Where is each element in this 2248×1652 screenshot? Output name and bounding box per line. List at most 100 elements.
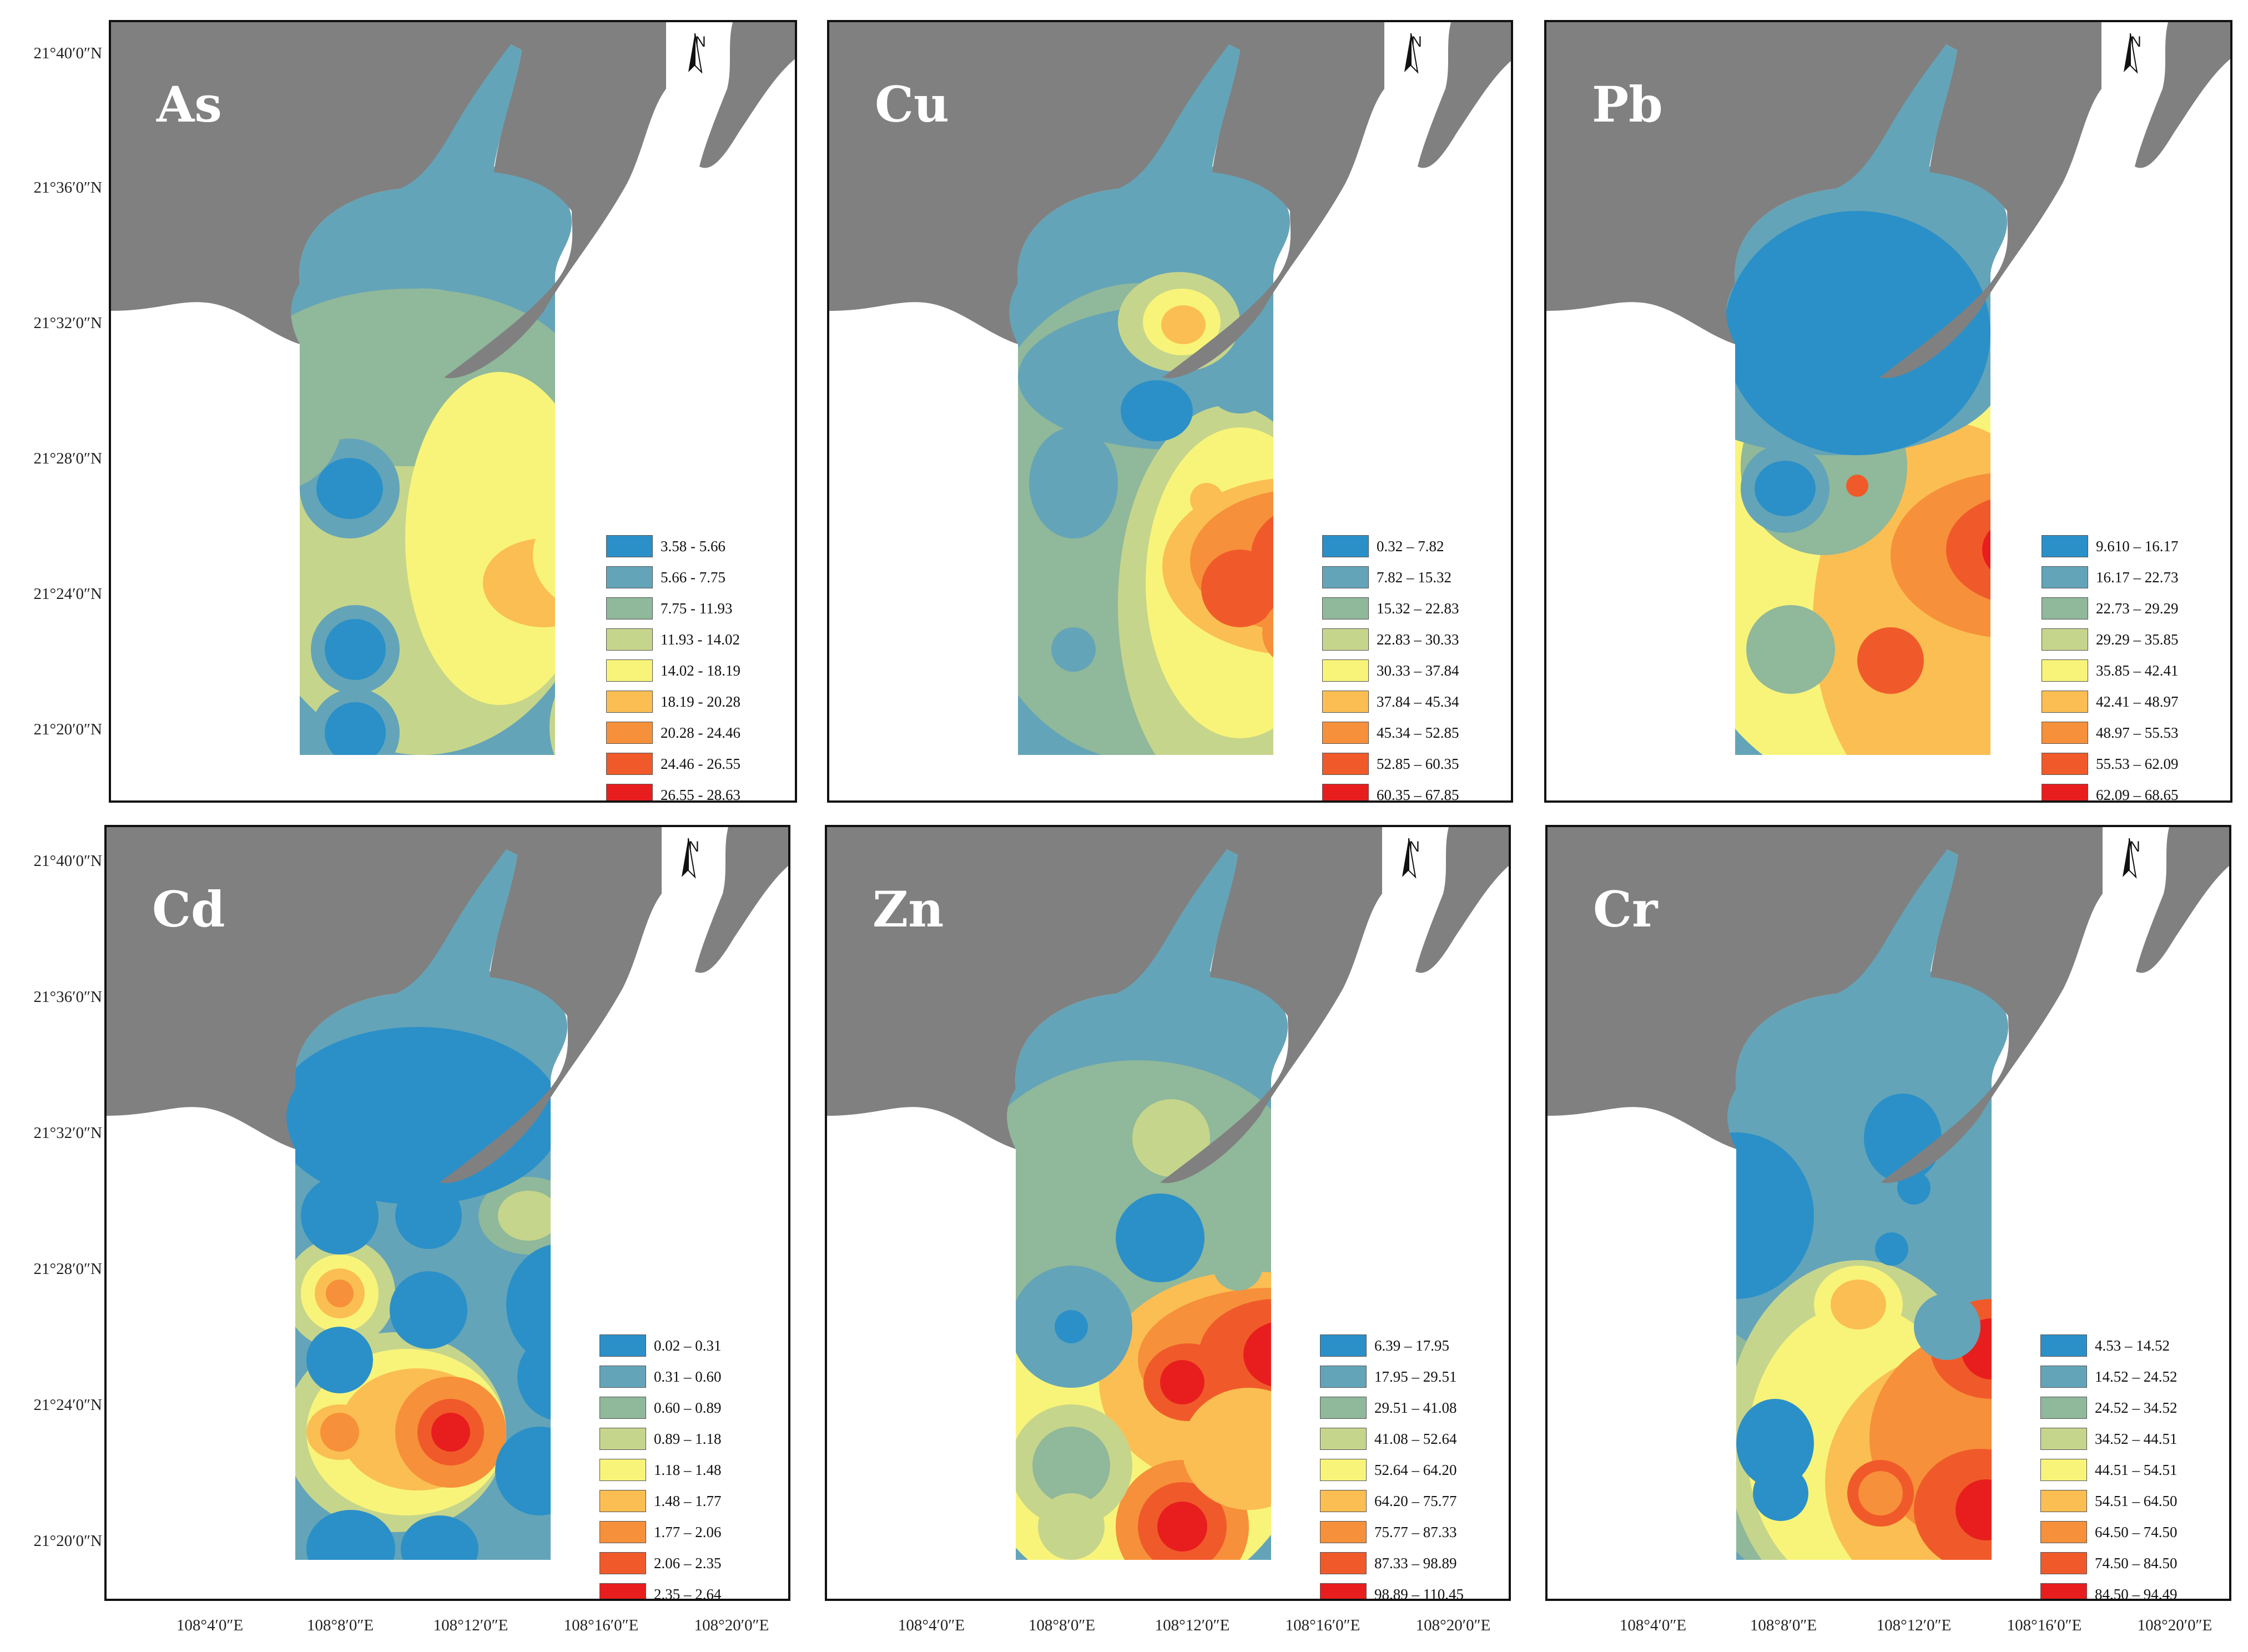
lon-tick: 108°20′0″E bbox=[1415, 1616, 1491, 1634]
legend-item: 17.95 – 29.51 bbox=[1320, 1361, 1494, 1392]
map-canvas bbox=[827, 827, 1509, 1560]
concentration-zone bbox=[1858, 1471, 1903, 1515]
legend-item: 98.89 – 110.45 bbox=[1320, 1579, 1494, 1601]
lon-tick: 108°8′0″E bbox=[306, 1616, 374, 1634]
legend-item: 14.02 - 18.19 bbox=[606, 655, 780, 686]
concentration-zone bbox=[1209, 364, 1271, 414]
legend-item: 15.32 – 22.83 bbox=[1322, 593, 1496, 624]
legend-swatch bbox=[2042, 628, 2088, 651]
legend-swatch bbox=[1322, 722, 1369, 744]
legend-label: 15.32 – 22.83 bbox=[1377, 600, 1459, 617]
north-arrow-icon: N bbox=[1400, 33, 1433, 105]
legend-swatch bbox=[599, 1521, 646, 1543]
legend-label: 5.66 - 7.75 bbox=[661, 568, 725, 586]
legend-swatch bbox=[599, 1366, 646, 1388]
lon-tick: 108°16′0″E bbox=[1285, 1616, 1360, 1634]
legend-swatch bbox=[2040, 1459, 2087, 1481]
legend-swatch bbox=[606, 659, 653, 682]
legend-item: 3.58 - 5.66 bbox=[606, 531, 780, 562]
legend-label: 3.58 - 5.66 bbox=[661, 537, 725, 555]
north-arrow-icon: N bbox=[677, 838, 710, 910]
legend-swatch bbox=[2042, 597, 2088, 620]
legend-item: 87.33 – 98.89 bbox=[1320, 1548, 1494, 1579]
legend-swatch bbox=[2040, 1366, 2087, 1388]
concentration-zone bbox=[390, 1271, 467, 1349]
legend-label: 1.18 – 1.48 bbox=[654, 1461, 722, 1478]
legend-item: 1.48 – 1.77 bbox=[599, 1485, 774, 1517]
element-title: Cu bbox=[875, 75, 950, 133]
legend-item: 74.50 – 84.50 bbox=[2040, 1548, 2215, 1579]
concentration-zone bbox=[1160, 1360, 1204, 1404]
legend-label: 48.97 – 55.53 bbox=[2096, 724, 2179, 741]
legend-label: 37.84 – 45.34 bbox=[1377, 693, 1459, 710]
legend-label: 62.09 – 68.65 bbox=[2096, 786, 2179, 803]
legend-item: 35.85 – 42.41 bbox=[2042, 655, 2216, 686]
north-arrow-icon: N bbox=[2119, 33, 2153, 105]
legend-swatch bbox=[1322, 566, 1369, 588]
lon-tick: 108°8′0″E bbox=[1028, 1616, 1096, 1634]
legend-item: 54.51 – 64.50 bbox=[2040, 1485, 2215, 1517]
legend-swatch bbox=[2040, 1397, 2087, 1419]
legend-item: 75.77 – 87.33 bbox=[1320, 1517, 1494, 1548]
lon-tick: 108°8′0″E bbox=[1750, 1616, 1817, 1634]
legend-swatch bbox=[2040, 1521, 2087, 1543]
concentration-zone bbox=[577, 444, 622, 488]
legend-label: 29.29 – 35.85 bbox=[2096, 631, 2179, 648]
concentration-zone bbox=[1715, 1132, 1814, 1299]
legend-swatch bbox=[1322, 628, 1369, 651]
lon-tick: 108°4′0″E bbox=[176, 1616, 244, 1634]
concentration-zone bbox=[495, 1427, 567, 1515]
legend-swatch bbox=[2040, 1334, 2087, 1357]
concentration-zone bbox=[1055, 1310, 1088, 1343]
map-panel-cr: Cr N 4.53 – 14.52 14.52 – 24.52 24.52 – 34.5… bbox=[1545, 825, 2231, 1601]
concentration-zone bbox=[431, 1413, 470, 1452]
north-label: N bbox=[2130, 33, 2141, 50]
legend-swatch bbox=[1320, 1552, 1367, 1574]
concentration-zone bbox=[1736, 1399, 1814, 1488]
legend-label: 7.82 – 15.32 bbox=[1377, 568, 1451, 586]
concentration-zone bbox=[498, 1191, 559, 1241]
concentration-zone bbox=[517, 1332, 567, 1421]
lat-tick: 21°24′0″N bbox=[33, 585, 102, 603]
legend-swatch bbox=[606, 628, 653, 651]
concentration-zone bbox=[1746, 605, 1835, 694]
legend-swatch bbox=[606, 753, 653, 775]
north-label: N bbox=[688, 838, 699, 855]
map-canvas bbox=[111, 22, 795, 755]
legend-item: 14.52 – 24.52 bbox=[2040, 1361, 2215, 1392]
legend-label: 41.08 – 52.64 bbox=[1374, 1430, 1457, 1447]
legend-label: 29.51 – 41.08 bbox=[1374, 1399, 1457, 1416]
legend: 4.53 – 14.52 14.52 – 24.52 24.52 – 34.52 34… bbox=[2040, 1330, 2215, 1599]
legend-item: 24.52 – 34.52 bbox=[2040, 1392, 2215, 1423]
legend-label: 14.02 - 18.19 bbox=[661, 662, 740, 679]
lon-tick: 108°20′0″E bbox=[2137, 1616, 2212, 1634]
island bbox=[695, 827, 788, 973]
legend-swatch bbox=[606, 784, 653, 800]
concentration-zone bbox=[1201, 550, 1279, 627]
concentration-zone bbox=[279, 333, 344, 488]
element-title: Cd bbox=[152, 880, 225, 938]
legend-swatch bbox=[2042, 535, 2088, 557]
concentration-zone bbox=[1051, 627, 1096, 672]
land-area bbox=[1546, 22, 2101, 379]
legend-label: 64.20 – 75.77 bbox=[1374, 1492, 1457, 1509]
legend-swatch bbox=[1320, 1428, 1367, 1450]
legend-swatch bbox=[599, 1334, 646, 1357]
legend-item: 0.60 – 0.89 bbox=[599, 1392, 774, 1423]
legend-label: 98.89 – 110.45 bbox=[1374, 1585, 1464, 1601]
concentration-zone bbox=[1213, 1241, 1263, 1291]
legend-swatch bbox=[2040, 1583, 2087, 1599]
legend-swatch bbox=[2040, 1552, 2087, 1574]
legend-label: 24.46 - 26.55 bbox=[661, 755, 740, 772]
concentration-zone bbox=[1755, 461, 1816, 516]
lon-tick: 108°4′0″E bbox=[1619, 1616, 1687, 1634]
lat-tick: 21°40′0″N bbox=[33, 44, 102, 62]
legend-label: 52.85 – 60.35 bbox=[1377, 755, 1459, 772]
element-title: Pb bbox=[1592, 75, 1663, 133]
legend: 0.32 – 7.82 7.82 – 15.32 15.32 – 22.83 22.8… bbox=[1322, 531, 1496, 800]
legend-label: 2.35 – 2.64 bbox=[654, 1585, 722, 1601]
legend-swatch bbox=[606, 691, 653, 713]
legend-item: 7.75 - 11.93 bbox=[606, 593, 780, 624]
legend-label: 54.51 – 64.50 bbox=[2095, 1492, 2178, 1509]
concentration-zone bbox=[1032, 1427, 1110, 1504]
